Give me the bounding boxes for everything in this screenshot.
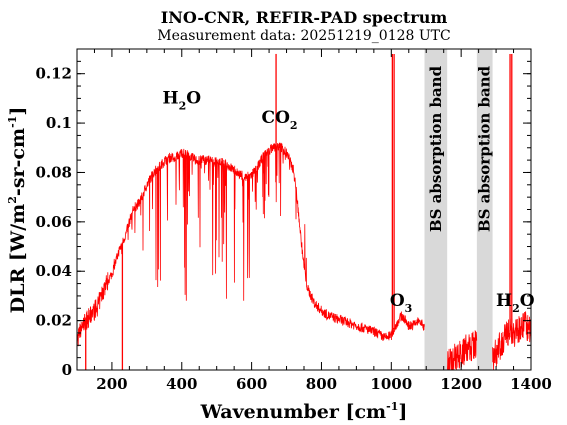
y-tick-label: 0.04 bbox=[35, 262, 72, 280]
x-tick-label: 800 bbox=[306, 375, 337, 393]
annotations-layer: H2O CO2 O3 H2O bbox=[163, 88, 535, 314]
plot-frame bbox=[76, 48, 532, 371]
x-tick-label: 1000 bbox=[370, 375, 412, 393]
annotation-1: CO2 bbox=[262, 108, 298, 132]
x-tick-label: 400 bbox=[166, 375, 197, 393]
chart-title: INO-CNR, REFIR-PAD spectrum bbox=[161, 8, 448, 27]
x-tick-label: 1400 bbox=[510, 375, 552, 393]
ticks-layer: 200 400 600 800 1000 1200 1400 0 0.02 0.04 0.06 0.0… bbox=[35, 49, 552, 393]
band-label-0: BS absorption band bbox=[427, 65, 445, 232]
x-axis-label: Wavenumber [cm-1] bbox=[200, 400, 408, 423]
band-label-1: BS absorption band bbox=[476, 65, 494, 232]
y-tick-label: 0.08 bbox=[35, 163, 72, 181]
spectrum-line bbox=[76, 142, 532, 371]
chart-subtitle: Measurement data: 20251219_0128 UTC bbox=[157, 28, 450, 44]
y-axis-label: DLR [W/m2-sr-cm-1] bbox=[6, 107, 29, 314]
series-layer bbox=[76, 53, 532, 371]
x-tick-label: 200 bbox=[96, 375, 127, 393]
y-tick-label: 0.02 bbox=[35, 312, 72, 330]
x-tick-label: 600 bbox=[236, 375, 267, 393]
y-tick-label: 0.1 bbox=[46, 114, 72, 132]
annotation-2: O3 bbox=[390, 291, 412, 315]
y-tick-label: 0.12 bbox=[35, 65, 72, 83]
bands-layer: BS absorption band BS absorption band bbox=[424, 49, 494, 370]
annotation-0: H2O bbox=[163, 88, 202, 112]
x-tick-label: 1200 bbox=[440, 375, 482, 393]
annotation-3: H2O bbox=[496, 291, 535, 315]
band-1 bbox=[476, 49, 493, 370]
y-tick-label: 0 bbox=[62, 361, 72, 379]
y-tick-label: 0.06 bbox=[35, 213, 72, 231]
band-0 bbox=[424, 49, 448, 370]
